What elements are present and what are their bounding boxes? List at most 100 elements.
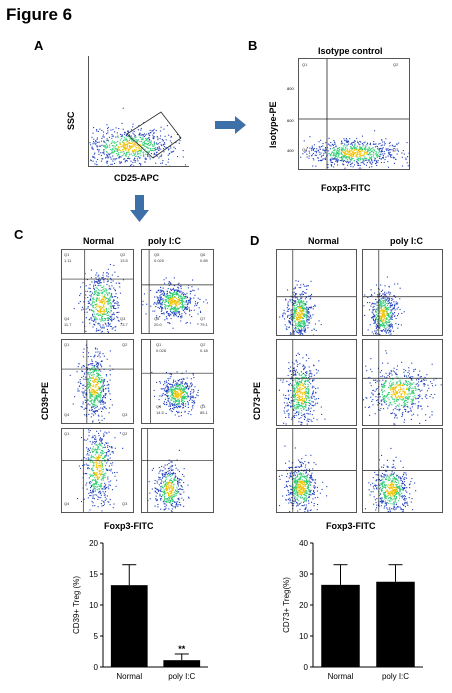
event-dot [178,393,180,395]
event-dot [102,457,104,459]
event-dot [95,380,97,382]
event-dot [102,479,104,481]
event-dot [93,142,95,144]
event-dot [342,163,344,165]
event-dot [158,476,160,478]
event-dot [91,399,93,401]
event-dot [110,307,112,309]
event-dot [100,396,102,398]
event-dot [114,302,116,304]
event-dot [177,312,179,314]
event-dot [183,378,185,380]
event-dot [106,133,108,135]
event-dot [302,306,304,308]
event-dot [174,495,176,497]
event-dot [117,319,119,321]
event-dot [105,393,107,395]
event-dot [174,296,176,298]
event-dot [301,300,303,302]
event-dot [386,313,388,315]
event-dot [170,496,172,498]
event-dot [99,454,101,456]
event-dot [290,313,292,315]
event-dot [344,151,346,153]
event-dot [304,313,306,315]
event-dot [119,150,121,152]
event-dot [173,385,175,387]
event-dot [83,375,85,377]
event-dot [111,285,113,287]
event-dot [169,308,171,310]
event-dot [175,394,177,396]
event-dot [388,152,390,154]
event-dot [157,489,159,491]
event-dot [178,307,180,309]
event-dot [337,150,339,152]
event-dot [179,482,181,484]
event-dot [91,377,93,379]
event-dot [92,451,94,453]
event-dot [91,492,93,494]
event-dot [184,397,186,399]
event-dot [303,315,305,317]
event-dot [305,150,307,152]
event-dot [294,317,296,319]
event-dot [182,297,184,299]
event-dot [311,145,313,147]
event-dot [91,461,93,463]
event-dot [175,493,177,495]
event-dot [376,164,378,166]
event-dot [107,318,109,320]
event-dot [92,314,94,316]
event-dot [91,372,93,374]
event-dot [94,392,96,394]
event-dot [110,152,112,154]
event-dot [100,365,102,367]
event-dot [85,414,87,416]
event-dot [113,141,115,143]
event-dot [308,157,310,159]
event-dot [299,315,301,317]
event-dot [101,379,103,381]
event-dot [96,462,98,464]
event-dot [348,143,350,145]
event-dot [352,166,354,168]
event-dot [346,141,348,143]
event-dot [298,299,300,301]
event-dot [128,153,130,155]
q-label: Q3 [122,412,128,417]
event-dot [85,378,87,380]
event-dot [82,282,84,284]
event-dot [318,151,320,153]
event-dot [174,388,176,390]
event-dot [289,300,291,302]
event-dot [301,306,303,308]
event-dot [95,284,97,286]
event-dot [101,476,103,478]
event-dot [137,152,139,154]
q-value: 0.89 [200,258,208,263]
event-dot [105,292,107,294]
event-dot [105,455,107,457]
event-dot [103,380,105,382]
event-dot [176,294,178,296]
event-dot [106,280,108,282]
event-dot [179,493,181,495]
event-dot [168,398,170,400]
event-dot [98,394,100,396]
event-dot [137,146,139,148]
event-dot [82,384,84,386]
event-dot [98,432,100,434]
event-dot [141,142,143,144]
event-dot [91,407,93,409]
event-dot [304,324,306,326]
event-dot [347,164,349,166]
event-dot [95,410,97,412]
event-dot [134,149,136,151]
event-dot [107,130,109,132]
event-dot [185,296,187,298]
event-dot [94,400,96,402]
event-dot [92,406,94,408]
event-dot [393,157,395,159]
q-label: Q6 [200,252,206,257]
